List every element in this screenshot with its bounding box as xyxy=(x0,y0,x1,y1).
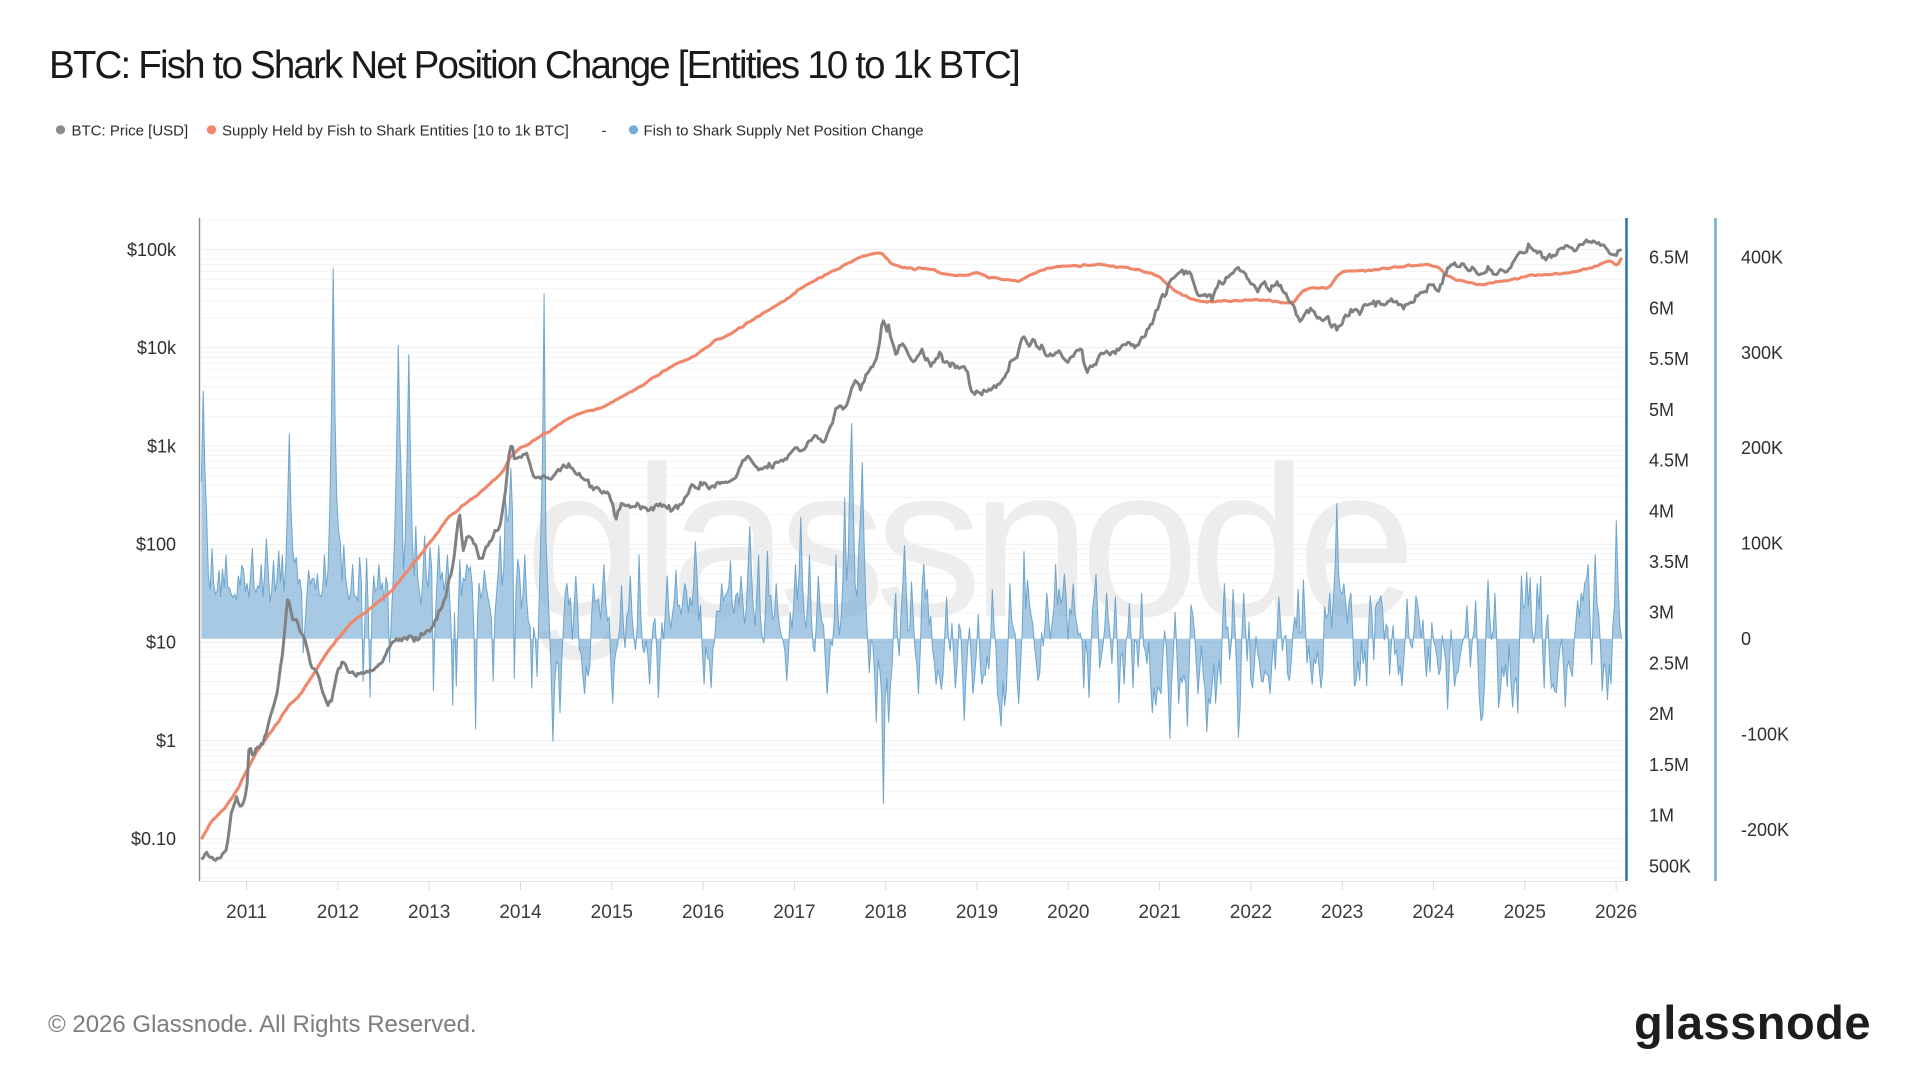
svg-text:$1k: $1k xyxy=(147,436,177,456)
svg-text:Supply Held by Fish to Shark E: Supply Held by Fish to Shark Entities [1… xyxy=(222,122,569,139)
svg-text:2022: 2022 xyxy=(1230,902,1272,923)
svg-text:4M: 4M xyxy=(1649,501,1674,521)
svg-text:200K: 200K xyxy=(1741,438,1783,458)
svg-text:$100k: $100k xyxy=(127,240,177,260)
svg-text:3M: 3M xyxy=(1649,603,1674,623)
svg-text:2013: 2013 xyxy=(408,902,450,923)
svg-text:2019: 2019 xyxy=(956,902,998,923)
svg-text:2020: 2020 xyxy=(1047,902,1089,923)
svg-text:2M: 2M xyxy=(1649,704,1674,724)
svg-text:-100K: -100K xyxy=(1741,724,1789,744)
svg-text:$10: $10 xyxy=(146,633,176,653)
svg-text:2.5M: 2.5M xyxy=(1649,654,1689,674)
svg-text:2025: 2025 xyxy=(1504,902,1546,923)
svg-text:6M: 6M xyxy=(1649,298,1674,318)
svg-text:400K: 400K xyxy=(1741,247,1783,267)
svg-text:300K: 300K xyxy=(1741,343,1783,363)
svg-text:© 2026 Glassnode. All Rights R: © 2026 Glassnode. All Rights Reserved. xyxy=(48,1011,477,1038)
svg-text:2011: 2011 xyxy=(226,902,267,923)
svg-text:2024: 2024 xyxy=(1412,902,1455,923)
svg-text:$10k: $10k xyxy=(137,338,177,358)
svg-text:$0.10: $0.10 xyxy=(131,829,176,849)
svg-text:-: - xyxy=(602,122,607,139)
svg-text:$100: $100 xyxy=(136,535,176,555)
svg-text:2016: 2016 xyxy=(682,902,724,923)
svg-text:500K: 500K xyxy=(1649,856,1691,876)
svg-text:glassnode: glassnode xyxy=(1634,996,1871,1049)
svg-text:2021: 2021 xyxy=(1138,902,1180,923)
svg-text:glassnode: glassnode xyxy=(524,421,1408,662)
svg-text:2017: 2017 xyxy=(773,902,815,923)
svg-text:2023: 2023 xyxy=(1321,902,1363,923)
svg-text:-200K: -200K xyxy=(1741,820,1789,840)
svg-text:1.5M: 1.5M xyxy=(1649,755,1689,775)
svg-text:BTC: Fish to Shark Net Positio: BTC: Fish to Shark Net Position Change [… xyxy=(49,44,1019,87)
svg-text:2026: 2026 xyxy=(1595,902,1637,923)
svg-text:0: 0 xyxy=(1741,629,1751,649)
svg-text:5M: 5M xyxy=(1649,400,1674,420)
svg-text:BTC: Price [USD]: BTC: Price [USD] xyxy=(72,122,189,139)
svg-text:1M: 1M xyxy=(1649,806,1674,826)
svg-text:3.5M: 3.5M xyxy=(1649,552,1689,572)
svg-text:6.5M: 6.5M xyxy=(1649,248,1689,268)
svg-text:100K: 100K xyxy=(1741,534,1783,554)
svg-text:2014: 2014 xyxy=(499,902,542,923)
svg-text:4.5M: 4.5M xyxy=(1649,451,1689,471)
svg-text:$1: $1 xyxy=(156,731,176,751)
svg-text:2018: 2018 xyxy=(865,902,907,923)
svg-text:Fish to Shark Supply Net Posit: Fish to Shark Supply Net Position Change xyxy=(644,122,924,139)
svg-text:2015: 2015 xyxy=(591,902,633,923)
svg-text:2012: 2012 xyxy=(317,902,359,923)
svg-text:5.5M: 5.5M xyxy=(1649,349,1689,369)
